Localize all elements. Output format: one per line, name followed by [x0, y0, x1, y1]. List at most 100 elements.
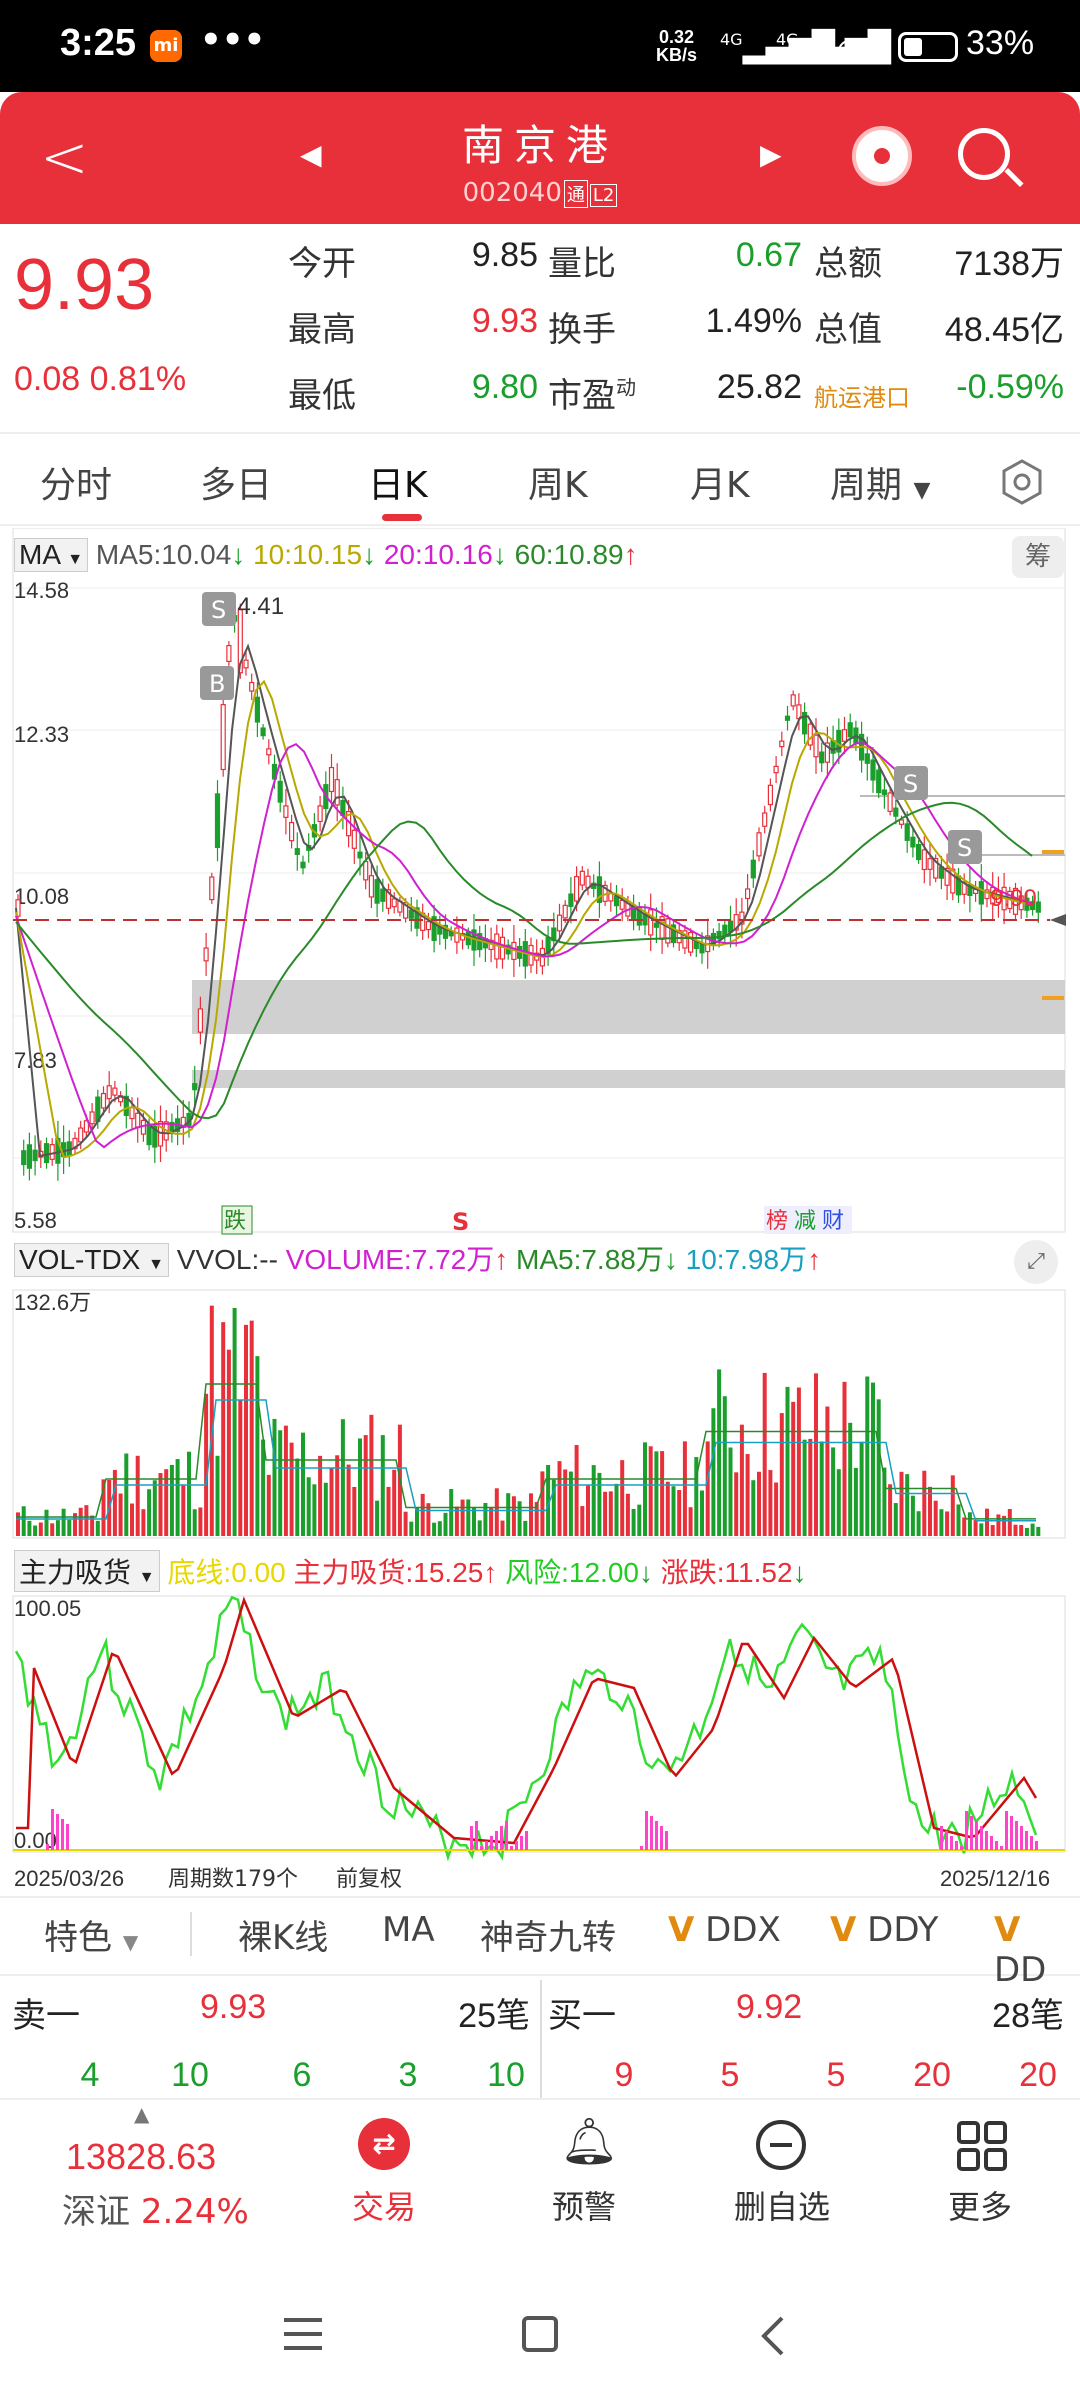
sell1-price: 9.93	[200, 1988, 267, 2026]
volume-bar	[1013, 1524, 1018, 1536]
ma-selector[interactable]: MA ▼	[14, 538, 89, 572]
volume-bar	[865, 1376, 870, 1536]
volume-bar	[409, 1521, 414, 1536]
volume-bar	[671, 1486, 676, 1536]
risk-line	[14, 1595, 1038, 1862]
tab-daily-k[interactable]: 日K	[368, 465, 428, 506]
next-stock-icon[interactable]: ▶	[760, 138, 782, 171]
event-marker-label: S	[452, 1208, 469, 1236]
volume-bar	[802, 1439, 807, 1536]
candle-body	[556, 914, 563, 932]
volume-bar	[922, 1470, 927, 1536]
volume-bar	[460, 1499, 465, 1536]
volume-bar	[848, 1422, 853, 1536]
bell-icon[interactable]: 🔔︎	[560, 2114, 619, 2168]
candle-body	[893, 807, 899, 817]
volume-bar	[415, 1507, 419, 1536]
trade-label[interactable]: 交易	[352, 2188, 417, 2226]
volume-bar	[967, 1512, 972, 1536]
tab-multiday[interactable]: 多日	[200, 465, 273, 506]
back-nav-icon[interactable]	[758, 2314, 788, 2358]
candle-body	[978, 881, 984, 905]
volume-bar	[261, 1439, 266, 1536]
feature-tab-naked-k[interactable]: 裸K线	[238, 1918, 329, 1958]
search-icon[interactable]	[958, 128, 1010, 180]
candle-body	[277, 780, 283, 803]
volume-bar	[380, 1435, 385, 1536]
volume-bar	[1030, 1523, 1035, 1536]
accumulation-bar	[655, 1821, 658, 1850]
settings-hex-icon[interactable]	[998, 458, 1046, 506]
signal-marker	[948, 830, 982, 864]
price-axis-label: 10.08	[14, 884, 69, 909]
volume-bar	[791, 1401, 796, 1536]
candle-body	[112, 1087, 118, 1096]
volume-bar	[295, 1458, 300, 1536]
accumulation-bar	[1035, 1841, 1038, 1850]
prev-stock-icon[interactable]: ◀	[300, 138, 322, 171]
candle-body	[870, 759, 876, 781]
more-label[interactable]: 更多	[948, 2188, 1013, 2226]
volume-bar	[141, 1509, 146, 1536]
tab-period[interactable]: 周期 ▼	[830, 465, 931, 506]
expand-icon[interactable]: ⤢	[1014, 1240, 1058, 1284]
candle-body	[192, 1083, 198, 1091]
feature-tab-nine[interactable]: 神奇九转	[480, 1918, 616, 1958]
volume-bar	[990, 1524, 995, 1536]
alert-label[interactable]: 预警	[552, 2188, 617, 2226]
volume-bar	[557, 1461, 562, 1536]
volume-bar	[489, 1507, 494, 1536]
volume-bar	[717, 1369, 722, 1536]
remove-watchlist-label[interactable]: 删自选	[734, 2188, 831, 2226]
feature-tab-special[interactable]: 特色 ▼	[44, 1918, 139, 1958]
accumulation-bar	[470, 1826, 473, 1850]
volume-bar	[831, 1447, 836, 1536]
volume-bar	[785, 1386, 790, 1536]
feature-divider	[190, 1912, 192, 1956]
ma-legend: MA ▼ MA5:10.04↓ 10:10.15↓ 20:10.16↓ 60:1…	[14, 538, 638, 572]
indicator-selector[interactable]: 主力吸货 ▼	[14, 1550, 160, 1592]
home-nav-icon[interactable]	[522, 2316, 558, 2352]
net-speed: 0.32 KB/s	[656, 27, 698, 65]
volume-bar	[853, 1467, 858, 1536]
accumulation-bar	[500, 1826, 503, 1850]
index-value[interactable]: 13828.63	[66, 2136, 217, 2177]
feature-tab-ma[interactable]: MA	[382, 1910, 435, 1950]
volume-bar	[985, 1508, 989, 1536]
chip-distribution-button[interactable]: 筹	[1012, 536, 1064, 578]
tab-weekly-k[interactable]: 周K	[528, 465, 588, 506]
volume-bar	[814, 1373, 818, 1536]
volume-bar	[255, 1356, 260, 1536]
volume-bar	[198, 1507, 203, 1536]
kline-frame	[12, 527, 1066, 1233]
feature-tab-ddz[interactable]: V DD	[994, 1910, 1047, 1990]
feature-tab-ddy[interactable]: V DDY	[830, 1910, 939, 1950]
index-info[interactable]: 深证 2.24%	[62, 2192, 249, 2232]
bottom-bar: ▲ 13828.63 深证 2.24% ⇄ 交易 🔔︎ 预警 删自选 更多	[0, 2098, 1080, 2258]
volume-selector[interactable]: VOL-TDX ▼	[14, 1243, 169, 1277]
candle-body	[921, 849, 927, 871]
volume-bar	[147, 1489, 152, 1536]
feature-tab-ddx[interactable]: V DDX	[668, 1910, 781, 1950]
mascot-icon[interactable]	[852, 126, 912, 186]
period-count: 周期数179个	[168, 1867, 298, 1892]
candle-body	[328, 766, 335, 793]
tab-monthly-k[interactable]: 月K	[690, 465, 750, 506]
expand-up-icon[interactable]: ▲	[134, 2102, 150, 2126]
candle-body	[568, 893, 574, 907]
trade-icon[interactable]: ⇄	[358, 2118, 410, 2170]
volume-bar	[694, 1457, 699, 1536]
remove-watchlist-icon[interactable]	[756, 2120, 806, 2170]
status-time: 3:25	[60, 22, 137, 64]
volume-bar	[762, 1372, 767, 1536]
back-icon[interactable]: <	[40, 123, 89, 191]
grid-more-icon[interactable]	[956, 2120, 1008, 2172]
quote-label: 市盈动	[548, 375, 636, 416]
kline-chart-area[interactable]: 14.58 12.33 10.08 7.83 5.58 9.90 14.41 S B S S 跌 S 榜减…	[0, 527, 1080, 1896]
menu-nav-icon[interactable]	[284, 2318, 324, 2352]
volume-bar	[597, 1472, 602, 1536]
volume-bar	[392, 1469, 397, 1536]
candle-body	[135, 1112, 141, 1128]
tab-timeshare[interactable]: 分时	[40, 465, 113, 506]
volume-bar	[101, 1479, 106, 1536]
